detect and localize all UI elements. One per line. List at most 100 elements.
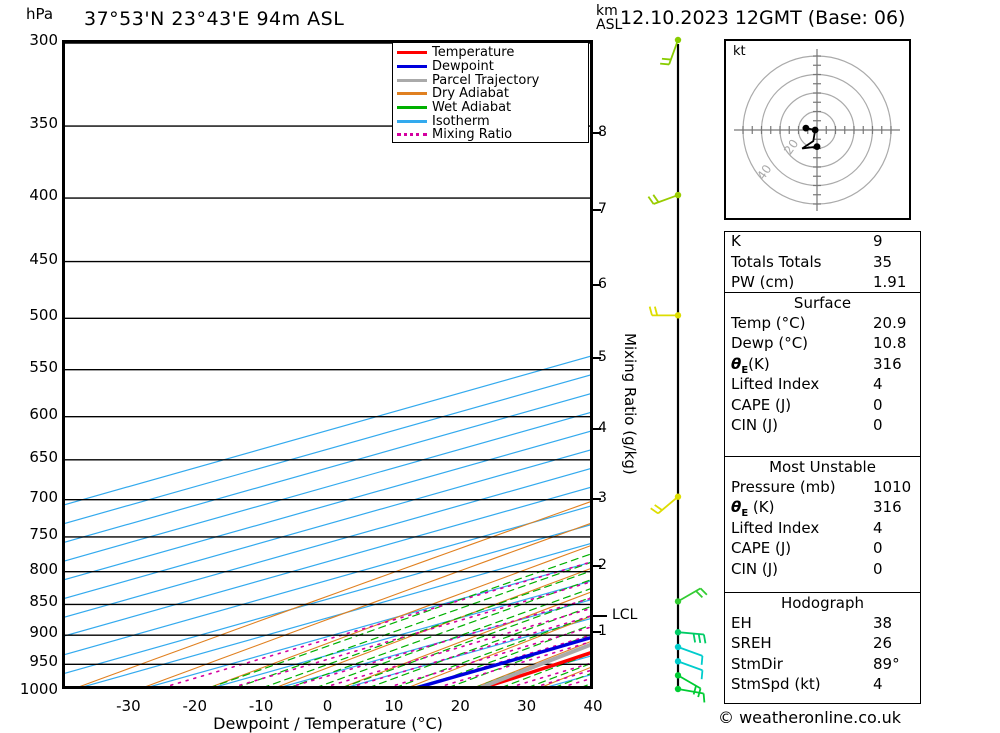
hodograph-ring-label-20: 20 — [781, 137, 801, 158]
wind-barb-point — [674, 312, 682, 319]
skewt-plot-frame — [62, 40, 593, 689]
height-tick-mark — [593, 565, 601, 568]
row-key: SREH — [731, 634, 772, 652]
pressure-unit-label: hPa — [26, 5, 54, 23]
row-value: 0 — [873, 559, 883, 578]
height-tick-mark — [593, 631, 601, 634]
pressure-tick-850: 850 — [29, 592, 58, 611]
row-key: θE (K) — [731, 498, 775, 519]
wind-barb-column — [647, 36, 708, 703]
legend-swatch-icon — [397, 65, 427, 69]
row-value: 4 — [873, 375, 883, 393]
wind-barb-point — [674, 672, 682, 679]
wind-barb — [650, 496, 679, 515]
legend-item-dry-adiabat: Dry Adiabat — [397, 87, 584, 101]
wind-barb-point — [674, 658, 682, 665]
legend-label: Isotherm — [432, 113, 490, 129]
height-tick-1km: 1 — [598, 623, 607, 640]
row-value: 26 — [873, 634, 893, 652]
height-tick-3km: 3 — [598, 489, 607, 506]
table-row: θE (K) 316 — [725, 498, 920, 519]
legend-label: Dewpoint — [432, 59, 494, 75]
height-unit-line2: ASL — [596, 17, 623, 33]
table-row: Totals Totals 35 — [725, 253, 920, 274]
row-key: CIN (J) — [731, 559, 779, 578]
legend-item-wet-adiabat: Wet Adiabat — [397, 101, 584, 115]
pressure-tick-450: 450 — [29, 249, 58, 268]
legend-swatch-icon — [397, 51, 427, 55]
height-tick-7km: 7 — [598, 201, 607, 218]
table-row: CAPE (J) 0 — [725, 396, 920, 417]
pressure-tick-800: 800 — [29, 559, 58, 578]
height-tick-2km: 2 — [598, 557, 607, 574]
legend-item-temperature: Temperature — [397, 46, 584, 60]
row-key: CAPE (J) — [731, 539, 792, 557]
forecast-datetime: 12.10.2023 12GMT (Base: 06) — [620, 7, 906, 29]
pressure-axis: 300 350 400 450 500 550 600 650 700 750 800 850 900 9… — [10, 0, 58, 733]
pressure-tick-750: 750 — [29, 524, 58, 543]
mixing-ratio-axis-label: Mixing Ratio (g/kg) — [621, 333, 639, 475]
legend-label: Dry Adiabat — [432, 86, 509, 102]
row-key: CAPE (J) — [731, 395, 792, 414]
legend-label: Temperature — [432, 45, 515, 61]
x-axis-label: Dewpoint / Temperature (°C) — [213, 714, 443, 733]
row-key: K — [731, 232, 741, 250]
row-value: 4 — [873, 518, 883, 537]
row-key: Lifted Index — [731, 375, 820, 393]
pressure-tick-950: 950 — [29, 652, 58, 671]
legend-label: Wet Adiabat — [432, 100, 512, 116]
row-key: StmSpd (kt) — [731, 675, 821, 693]
pressure-tick-700: 700 — [29, 487, 58, 506]
hodograph-stats-table: Hodograph EH 38 SREH 26 StmDir 89° StmSpd (kt) 4 — [724, 592, 921, 704]
height-tick-8km: 8 — [598, 124, 607, 141]
legend-swatch-icon — [397, 133, 427, 137]
indices-table: K 9 Totals Totals 35 PW (cm) 1.91 — [724, 231, 921, 293]
box-mu-title: Most Unstable — [769, 458, 876, 476]
row-value: 20.9 — [873, 313, 907, 332]
pressure-tick-600: 600 — [29, 404, 58, 423]
row-value: 4 — [873, 675, 883, 693]
row-key: EH — [731, 613, 752, 632]
hodograph-point — [813, 143, 821, 151]
legend-item-mixing-ratio: Mixing Ratio — [397, 128, 584, 142]
table-row: θE(K) 316 — [725, 355, 920, 376]
height-tick-mark — [593, 497, 601, 500]
temperature-tick-30: 30 — [517, 697, 537, 715]
legend-item-dewpoint: Dewpoint — [397, 60, 584, 74]
height-tick-mark — [593, 428, 601, 431]
table-row: CIN (J) 0 — [725, 416, 920, 437]
row-value: 1.91 — [873, 273, 907, 291]
table-row: CAPE (J) 0 — [725, 539, 920, 560]
row-key: Pressure (mb) — [731, 477, 836, 496]
table-row: SREH 26 — [725, 634, 920, 655]
wind-barb — [677, 674, 702, 698]
skewt-svg — [65, 43, 590, 686]
row-value: 1010 — [873, 477, 912, 496]
row-key: θE(K) — [731, 354, 770, 376]
legend-swatch-icon — [397, 106, 427, 110]
height-tick-mark — [593, 209, 601, 212]
height-tick-mark — [593, 132, 601, 135]
table-row: StmDir 89° — [725, 655, 920, 676]
legend-item-isotherm: Isotherm — [397, 114, 584, 128]
pressure-tick-650: 650 — [29, 447, 58, 466]
wind-barb — [677, 631, 707, 644]
pressure-tick-350: 350 — [29, 114, 58, 133]
legend-swatch-icon — [397, 92, 427, 96]
pressure-tick-500: 500 — [29, 306, 58, 325]
table-row: CIN (J) 0 — [725, 560, 920, 581]
table-row: StmSpd (kt) 4 — [725, 675, 920, 696]
row-value: 38 — [873, 613, 893, 632]
station-title: 37°53'N 23°43'E 94m ASL — [84, 8, 345, 30]
hodograph-unit-label: kt — [733, 44, 746, 59]
row-value: 9 — [873, 232, 883, 250]
row-key: CIN (J) — [731, 416, 779, 434]
wind-barb — [677, 646, 704, 665]
hodograph-point — [802, 124, 810, 132]
legend-swatch-icon — [397, 119, 427, 123]
lcl-marker: LCL — [612, 607, 638, 624]
hodograph-ring-label-40: 40 — [754, 162, 774, 183]
table-row: Dewp (°C) 10.8 — [725, 334, 920, 355]
